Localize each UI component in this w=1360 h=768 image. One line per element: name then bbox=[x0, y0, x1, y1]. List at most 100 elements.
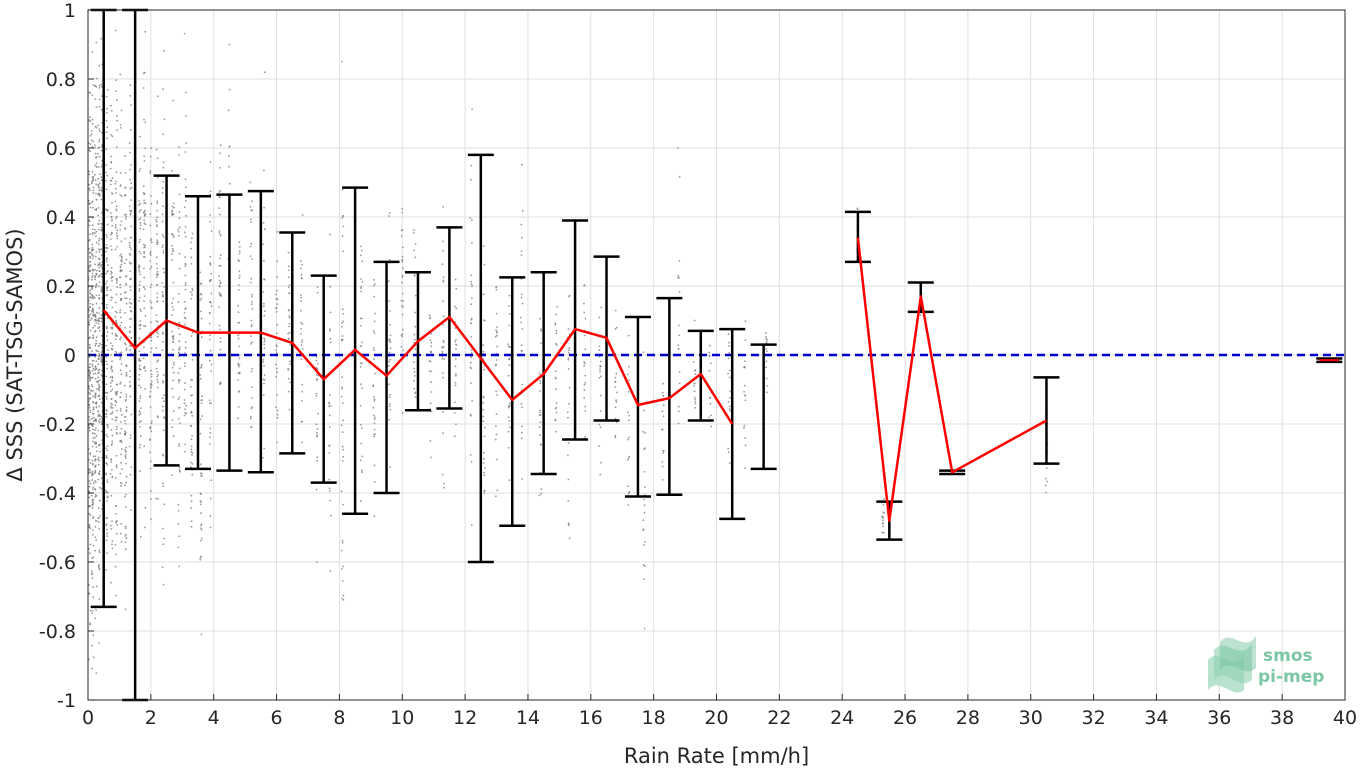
scatter-point bbox=[115, 391, 117, 394]
scatter-point bbox=[105, 489, 107, 492]
scatter-point bbox=[443, 486, 445, 489]
scatter-point bbox=[341, 60, 343, 63]
scatter-point bbox=[123, 495, 126, 498]
scatter-point bbox=[98, 189, 101, 192]
scatter-point bbox=[178, 418, 180, 420]
scatter-point bbox=[708, 416, 711, 419]
scatter-point bbox=[414, 338, 416, 341]
scatter-point bbox=[143, 276, 146, 279]
scatter-point bbox=[470, 322, 472, 324]
scatter-point bbox=[130, 186, 133, 189]
scatter-point bbox=[210, 230, 213, 233]
scatter-point bbox=[453, 435, 456, 438]
scatter-point bbox=[105, 462, 108, 465]
scatter-point bbox=[199, 463, 202, 466]
scatter-point bbox=[455, 374, 457, 377]
scatter-point bbox=[642, 578, 645, 580]
scatter-point bbox=[442, 249, 444, 252]
scatter-point bbox=[138, 384, 141, 387]
scatter-point bbox=[199, 418, 202, 420]
scatter-point bbox=[250, 370, 253, 373]
scatter-point bbox=[184, 443, 187, 446]
scatter-point bbox=[111, 442, 114, 445]
scatter-point bbox=[155, 347, 158, 349]
y-tick-label: 1 bbox=[64, 0, 76, 22]
y-tick-label: -0.8 bbox=[39, 621, 76, 643]
scatter-point bbox=[109, 167, 112, 170]
scatter-point bbox=[209, 338, 211, 341]
scatter-point bbox=[301, 390, 303, 393]
scatter-point bbox=[482, 293, 485, 296]
scatter-point bbox=[114, 182, 117, 185]
scatter-point bbox=[200, 512, 202, 515]
scatter-point bbox=[441, 346, 444, 348]
scatter-point bbox=[643, 498, 645, 501]
scatter-point bbox=[482, 408, 485, 411]
scatter-point bbox=[139, 327, 141, 330]
scatter-point bbox=[263, 347, 266, 349]
scatter-point bbox=[105, 244, 108, 246]
scatter-point bbox=[642, 564, 645, 566]
scatter-point bbox=[428, 370, 431, 372]
scatter-point bbox=[95, 342, 98, 345]
scatter-point bbox=[238, 241, 241, 243]
scatter-point bbox=[171, 210, 174, 213]
scatter-point bbox=[91, 257, 94, 260]
scatter-point bbox=[115, 280, 118, 282]
scatter-point bbox=[520, 223, 523, 226]
scatter-point bbox=[94, 286, 97, 289]
scatter-point bbox=[88, 374, 91, 376]
scatter-point bbox=[124, 297, 127, 299]
scatter-point bbox=[627, 411, 629, 414]
scatter-point bbox=[156, 243, 159, 246]
scatter-point bbox=[89, 261, 92, 263]
scatter-point bbox=[275, 311, 278, 313]
scatter-point bbox=[341, 338, 344, 341]
scatter-point bbox=[414, 294, 417, 297]
scatter-point bbox=[138, 446, 141, 449]
scatter-point bbox=[191, 463, 194, 465]
scatter-point bbox=[483, 471, 485, 474]
scatter-point bbox=[150, 422, 153, 425]
scatter-point bbox=[105, 246, 107, 249]
scatter-point bbox=[91, 286, 93, 289]
scatter-point bbox=[428, 314, 431, 317]
scatter-point bbox=[143, 199, 146, 202]
scatter-point bbox=[287, 338, 290, 340]
scatter-point bbox=[209, 262, 212, 265]
scatter-point bbox=[114, 310, 117, 313]
scatter-point bbox=[111, 375, 114, 378]
scatter-point bbox=[328, 478, 331, 481]
scatter-point bbox=[129, 473, 132, 476]
scatter-point bbox=[556, 305, 559, 308]
scatter-point bbox=[583, 284, 586, 287]
scatter-point bbox=[99, 194, 101, 197]
scatter-point bbox=[92, 437, 95, 440]
scatter-point bbox=[360, 317, 363, 320]
scatter-point bbox=[373, 320, 376, 323]
scatter-point bbox=[143, 209, 146, 212]
scatter-point bbox=[628, 414, 631, 417]
scatter-point bbox=[124, 430, 126, 433]
scatter-point bbox=[100, 314, 103, 317]
scatter-point bbox=[171, 306, 174, 308]
scatter-point bbox=[162, 405, 164, 408]
scatter-point bbox=[130, 310, 133, 313]
scatter-point bbox=[249, 281, 252, 284]
scatter-point bbox=[119, 276, 122, 279]
scatter-point bbox=[315, 488, 318, 491]
scatter-point bbox=[105, 416, 108, 418]
scatter-point bbox=[538, 372, 541, 375]
scatter-point bbox=[106, 174, 108, 177]
scatter-point bbox=[341, 568, 343, 570]
scatter-point bbox=[156, 300, 159, 303]
x-tick-label: 16 bbox=[579, 707, 603, 729]
scatter-point bbox=[92, 334, 94, 337]
scatter-point bbox=[156, 200, 159, 203]
scatter-point bbox=[99, 486, 101, 489]
scatter-point bbox=[482, 245, 485, 247]
scatter-point bbox=[219, 293, 222, 296]
scatter-point bbox=[90, 570, 93, 572]
scatter-point bbox=[155, 367, 158, 370]
scatter-point bbox=[728, 352, 730, 354]
